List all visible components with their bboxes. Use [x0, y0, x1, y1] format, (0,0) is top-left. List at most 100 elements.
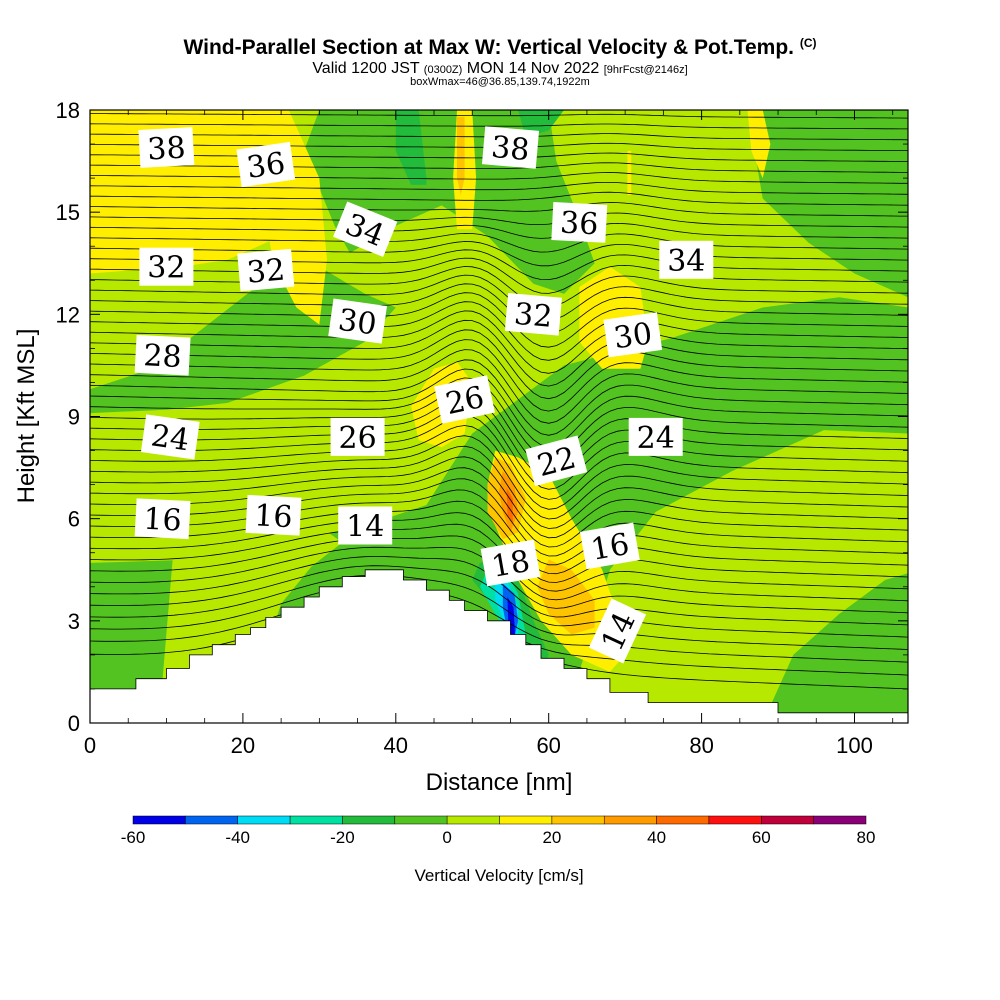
chart-title: Wind-Parallel Section at Max W: Vertical… [0, 36, 1000, 60]
isentrope-line [90, 266, 908, 308]
isentrope-line [90, 425, 908, 510]
isentrope-label: 32 [504, 293, 562, 336]
isentrope-line [90, 301, 908, 361]
x-tick-label: 20 [231, 733, 255, 758]
isentrope-label: 34 [333, 201, 398, 257]
isentrope-label-text: 36 [245, 146, 288, 186]
colorbar-swatch [813, 815, 867, 825]
label-box [504, 293, 562, 336]
forecast-info: [9hrFcst@2146z] [603, 64, 688, 76]
isentrope-line [90, 257, 908, 294]
colorbar-swatch [761, 815, 814, 825]
isentrope-line [90, 123, 908, 130]
isentrope-line [90, 274, 908, 321]
isentrope-label: 16 [134, 498, 191, 540]
label-box [139, 247, 194, 286]
terrain-mask [90, 569, 908, 723]
isentrope-line [90, 202, 908, 217]
label-box [338, 506, 393, 545]
isentrope-label: 38 [138, 127, 195, 168]
colorbar-tick-label: 80 [857, 828, 876, 847]
isentropes [90, 93, 908, 690]
isentrope-label: 24 [140, 414, 200, 460]
velocity-region-15 [627, 150, 632, 196]
label-box [551, 202, 608, 243]
colorbar-swatch [446, 815, 500, 825]
isentrope-line [90, 584, 908, 663]
x-axis-label: Distance [nm] [426, 769, 573, 796]
isentrope-line [90, 489, 908, 566]
box-wmax-line: boxWmax=46@36.85,139.74,1922m [410, 76, 590, 88]
label-box [525, 435, 588, 487]
isentrope-line [90, 467, 908, 548]
y-tick-label: 18 [56, 98, 80, 123]
isentrope-line [90, 435, 908, 520]
terrain [90, 569, 908, 723]
valid-time-line: Valid 1200 JST (0300Z) MON 14 Nov 2022 [… [0, 60, 1000, 78]
isentrope-line [90, 574, 908, 650]
velocity-region-17 [537, 559, 595, 635]
isentrope-label-text: 16 [143, 502, 183, 539]
isentrope-line [90, 172, 908, 184]
colorbar-swatch [603, 815, 657, 825]
isentrope-line [90, 359, 908, 436]
colorbar-tick-label: -20 [330, 828, 355, 847]
isentrope-line [90, 445, 908, 529]
isentrope-line [90, 512, 908, 583]
label-box [134, 498, 191, 540]
isentrope-label: 32 [237, 248, 295, 292]
label-box [481, 126, 540, 169]
isentrope-label: 36 [551, 202, 608, 243]
isentrope-line [90, 478, 908, 557]
x-tick-label: 0 [84, 733, 96, 758]
colorbar-swatch [499, 815, 553, 825]
isentrope-label-text: 26 [339, 421, 377, 456]
isentrope-line [90, 212, 908, 228]
title-main: Wind-Parallel Section at Max W: Vertical… [183, 36, 794, 59]
label-box [603, 312, 663, 358]
isentrope-label-text: 14 [346, 510, 384, 545]
isentrope-line [90, 319, 908, 387]
isentrope-label-text: 32 [147, 251, 185, 286]
label-box [333, 201, 398, 257]
isentrope-label-text: 38 [146, 131, 186, 168]
velocity-region-6 [747, 110, 908, 298]
colorbar-tick-label: 60 [752, 828, 771, 847]
y-axis-label: Height [Kft MSL] [13, 329, 40, 504]
isentrope-label: 26 [330, 417, 385, 456]
velocity-region-26 [747, 110, 771, 179]
isentrope-label-text: 32 [513, 297, 554, 335]
colorbar-tick-label: -60 [121, 828, 146, 847]
isentrope-label: 30 [328, 298, 387, 344]
isentrope-line [90, 386, 908, 469]
isentrope-label-text: 36 [559, 205, 599, 242]
y-tick-label: 6 [68, 507, 80, 532]
isentrope-label-text: 38 [490, 130, 531, 168]
colorbar-swatch [656, 815, 710, 825]
valid-date: MON 14 Nov 2022 [466, 60, 600, 77]
isentrope-line [90, 93, 908, 96]
isentrope-label-text: 30 [612, 316, 655, 356]
isentrope-label-text: 28 [143, 338, 183, 375]
y-tick-label: 15 [56, 200, 80, 225]
colorbar-swatch [551, 815, 605, 825]
y-tick-label: 3 [68, 609, 80, 634]
label-box [580, 522, 640, 570]
colorbar-swatch [342, 815, 396, 825]
x-tick-label: 80 [689, 733, 713, 758]
colorbar-swatch [132, 815, 186, 825]
isentrope-label-text: 26 [443, 380, 488, 422]
isentrope-label: 34 [659, 240, 714, 279]
colorbar-tick-label: 0 [442, 828, 451, 847]
isentrope-label-text: 16 [588, 527, 632, 568]
isentrope-line [90, 292, 908, 348]
colorbar: -60 -40 -20 0 20 40 60 80 [121, 815, 876, 847]
velocity-region-3 [564, 430, 908, 723]
y-tick-label: 9 [68, 405, 80, 430]
isentrope-line [90, 103, 908, 107]
isentrope-line [90, 395, 908, 480]
isentrope-label-text: 24 [637, 421, 675, 456]
velocity-region-9 [395, 110, 427, 185]
label-box [628, 417, 683, 456]
